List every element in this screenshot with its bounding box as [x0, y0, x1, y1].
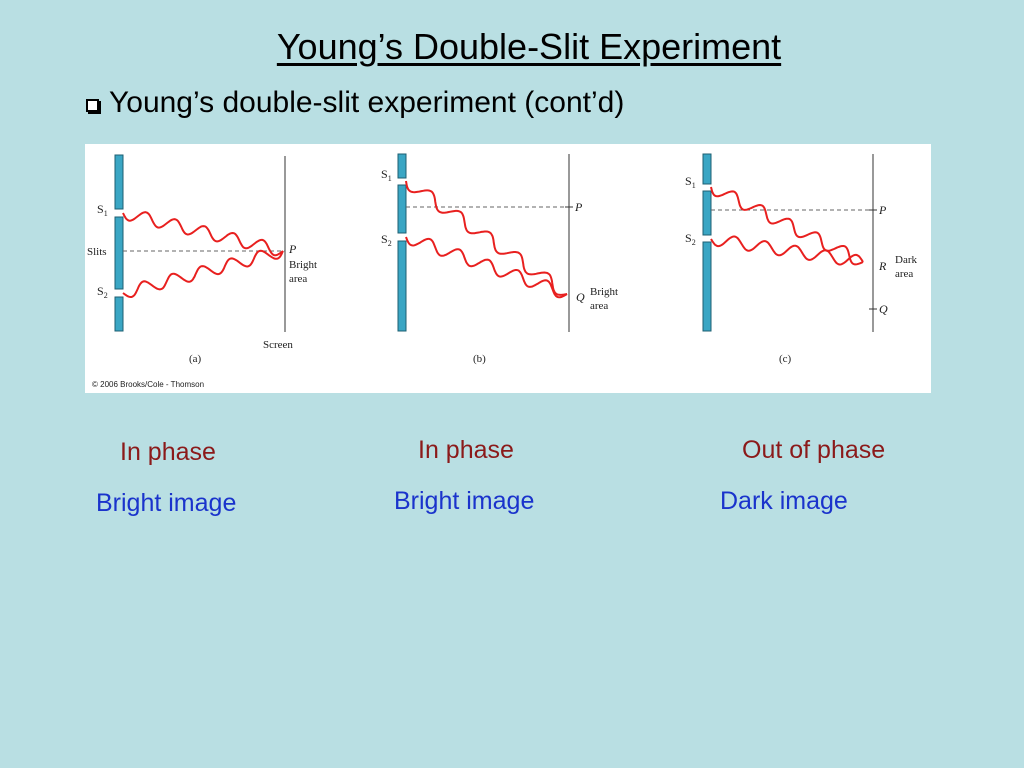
wave-s1-b [405, 180, 568, 296]
caption-phase-c: Out of phase [742, 436, 886, 464]
caption-image-b: Bright image [394, 487, 535, 515]
label-r-c: R [878, 259, 887, 273]
copyright-text: © 2006 Brooks/Cole - Thomson [92, 380, 205, 389]
caption-phase-b: In phase [418, 436, 514, 464]
label-p-b: P [574, 200, 583, 214]
barrier-upper-a [114, 154, 124, 210]
barrier-lower-b [397, 240, 407, 332]
panel-b: S1 S2 P Q Bright area (b) [381, 153, 618, 365]
label-s2-b: S2 [381, 232, 392, 248]
barrier-middle-c [702, 190, 712, 236]
bullet-point: Young’s double-slit experiment (cont’d) [86, 86, 624, 120]
barrier-middle-b [397, 184, 407, 234]
double-slit-figure: S1 Slits S2 P Bright area Screen (a) S1 … [85, 144, 931, 393]
label-s1-a: S1 [97, 202, 108, 218]
square-bullet-icon [86, 98, 99, 112]
barrier-lower-a [114, 296, 124, 332]
label-s1-c: S1 [685, 174, 696, 190]
caption-phase-a: In phase [120, 438, 216, 466]
barrier-upper-c [702, 153, 712, 185]
barrier-upper-b [397, 153, 407, 179]
wave-s1-a [122, 211, 284, 257]
slide-title: Young’s Double-Slit Experiment [276, 26, 782, 67]
label-bright-a: Bright [289, 259, 317, 271]
caption-a: (a) [189, 353, 202, 365]
caption-image-a: Bright image [96, 489, 237, 517]
caption-image-c: Dark image [720, 487, 848, 515]
panel-c: S1 S2 P R Dark area Q (c) [685, 153, 917, 365]
wave-s1-c [710, 186, 864, 266]
label-screen-a: Screen [263, 339, 293, 351]
label-s2-c: S2 [685, 231, 696, 247]
wave-s2-b [405, 236, 568, 299]
barrier-middle-a [114, 216, 124, 290]
bullet-text: Young’s double-slit experiment (cont’d) [109, 86, 625, 119]
label-area-b: area [590, 300, 608, 312]
label-bright-b: Bright [590, 286, 618, 298]
figure-drawing: S1 Slits S2 P Bright area Screen (a) S1 … [87, 153, 917, 365]
label-s1-b: S1 [381, 167, 392, 183]
label-area-c: area [895, 268, 913, 280]
caption-b: (b) [473, 353, 486, 365]
caption-c: (c) [779, 353, 792, 365]
label-s2-a: S2 [97, 284, 108, 300]
label-q-c: Q [879, 302, 888, 316]
wave-s2-a [122, 249, 284, 298]
label-slits-a: Slits [87, 246, 107, 258]
wave-s2-c [710, 235, 864, 266]
label-p-a: P [288, 242, 297, 256]
label-p-c: P [878, 203, 887, 217]
label-dark-c: Dark [895, 254, 917, 266]
barrier-lower-c [702, 241, 712, 332]
label-area-a: area [289, 273, 307, 285]
label-q-b: Q [576, 290, 585, 304]
panel-a: S1 Slits S2 P Bright area Screen (a) [87, 154, 317, 365]
